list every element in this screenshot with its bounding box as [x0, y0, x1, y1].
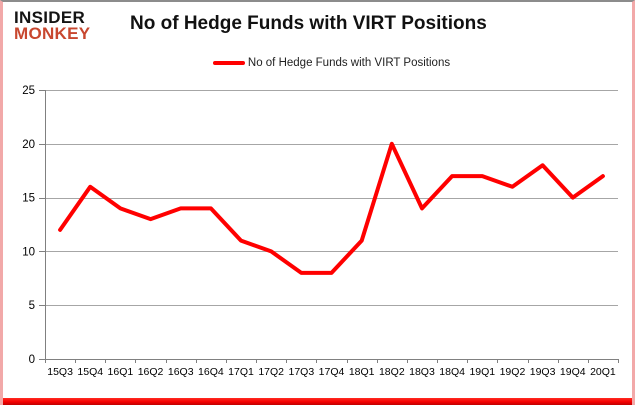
x-axis-label-20Q1: 20Q1 — [590, 366, 616, 378]
y-axis-label-5: 5 — [29, 300, 35, 312]
x-axis-label-18Q4: 18Q4 — [439, 366, 465, 378]
y-axis-label-25: 25 — [22, 85, 35, 97]
x-axis-label-18Q2: 18Q2 — [379, 366, 405, 378]
bottom-red-strip — [3, 398, 632, 405]
y-axis-label-0: 0 — [29, 354, 35, 366]
y-axis-label-15: 15 — [22, 193, 35, 205]
x-axis-label-16Q4: 16Q4 — [198, 366, 224, 378]
x-axis-label-18Q3: 18Q3 — [409, 366, 435, 378]
x-axis-label-17Q4: 17Q4 — [319, 366, 345, 378]
x-axis-label-16Q2: 16Q2 — [138, 366, 164, 378]
line-chart-plot: 0 5 10 15 20 25 15Q3 15Q4 16Q1 16Q2 16Q3 16Q4 17Q1 17… — [22, 85, 619, 378]
logo-line-monkey: MONKEY — [14, 24, 91, 43]
x-axis-label-19Q1: 19Q1 — [469, 366, 495, 378]
x-axis-label-15Q3: 15Q3 — [47, 366, 73, 378]
x-axis-label-18Q1: 18Q1 — [349, 366, 375, 378]
logo-line-insider: INSIDER — [14, 8, 86, 27]
x-axis-label-15Q4: 15Q4 — [77, 366, 103, 378]
x-axis-label-17Q1: 17Q1 — [228, 366, 254, 378]
x-axis-label-19Q3: 19Q3 — [530, 366, 556, 378]
legend-label: No of Hedge Funds with VIRT Positions — [247, 57, 451, 69]
x-axis-label-16Q1: 16Q1 — [108, 366, 134, 378]
chart-title: No of Hedge Funds with VIRT Positions — [130, 13, 487, 34]
x-axis-label-19Q2: 19Q2 — [500, 366, 526, 378]
series-line-virt — [58, 141, 605, 275]
x-axis-label-17Q2: 17Q2 — [258, 366, 284, 378]
x-axis-label-19Q4: 19Q4 — [560, 366, 586, 378]
x-axis-label-17Q3: 17Q3 — [288, 366, 314, 378]
y-axis-label-20: 20 — [22, 139, 35, 151]
legend: No of Hedge Funds with VIRT Positions — [45, 57, 618, 69]
legend-line-swatch — [212, 61, 245, 65]
insider-monkey-logo: INSIDER MONKEY — [14, 8, 91, 43]
x-axis-label-16Q3: 16Q3 — [168, 366, 194, 378]
y-axis-label-10: 10 — [22, 246, 35, 258]
